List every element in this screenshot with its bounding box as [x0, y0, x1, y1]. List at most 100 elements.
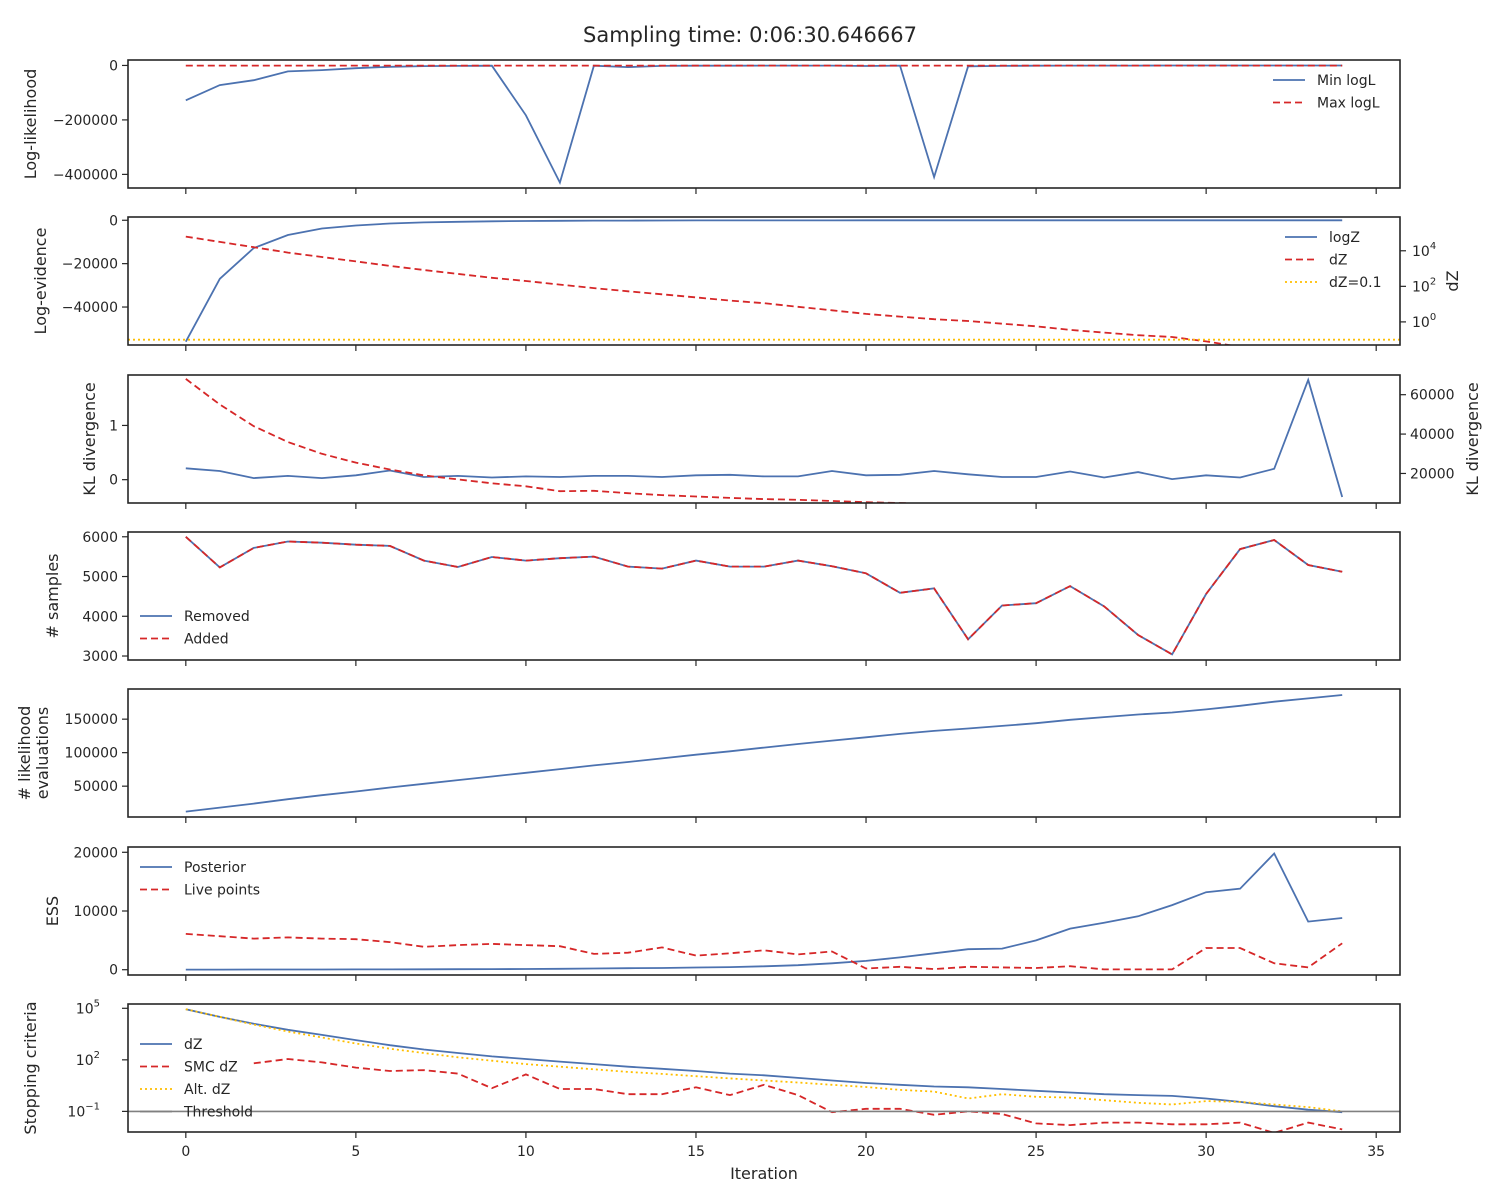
legend: Posterior Live points	[140, 860, 260, 899]
series-line-dz	[185, 1008, 1343, 1114]
panel-3: 0 1 60000 40000 20000 KL divergence KL diverge…	[80, 374, 1482, 509]
panel-4: 6000 5000 4000 3000 # samples Removed Added	[43, 530, 1401, 666]
legend: dZ SMC dZ Alt. dZ Threshold	[140, 1037, 253, 1121]
legend-label: Threshold	[183, 1105, 253, 1121]
series-line-smc-dz	[253, 1058, 1343, 1132]
series-group	[128, 1008, 1400, 1132]
series-group	[185, 694, 1343, 813]
panel-frame	[127, 1003, 1401, 1133]
y-axis-label: Stopping criteria	[21, 1001, 40, 1134]
legend-label: Added	[184, 632, 229, 648]
y-axis-label: ESS	[43, 896, 62, 926]
y-tick-label: 0	[109, 58, 118, 74]
y-tick-label: 4000	[82, 609, 118, 625]
series-line-logz	[185, 219, 1343, 343]
y-tick-label: −20000	[62, 257, 118, 273]
y-axis-label: Log-likelihood	[21, 69, 40, 180]
panel-6: 20000 10000 0 ESS Posterior Live points	[43, 845, 1401, 981]
y-tick-label: 10−1	[67, 1101, 100, 1120]
legend-label: Removed	[184, 609, 250, 625]
y-axis-label-line2: evaluations	[33, 707, 52, 800]
panel-frame	[127, 374, 1401, 504]
x-tick-label: 25	[1027, 1144, 1045, 1160]
y-tick-label: 150000	[65, 712, 118, 728]
series-line-live-points	[185, 933, 1343, 971]
y-tick-label: −400000	[53, 167, 118, 183]
x-axis-label: Iteration	[730, 1164, 798, 1183]
y-tick-label: 102	[76, 1050, 100, 1069]
series-line-alt-dz	[185, 1008, 1343, 1113]
series-line-removed	[185, 536, 1343, 656]
legend-label: dZ	[1329, 253, 1347, 269]
y-axis-label: KL divergence	[80, 382, 99, 495]
x-tick-label: 20	[857, 1144, 875, 1160]
y-tick-label: 10000	[73, 904, 118, 920]
panel-5: 150000 100000 50000 # likelihood evaluations	[15, 688, 1401, 823]
x-tick-label: 35	[1367, 1144, 1385, 1160]
y-right-tick-label: 20000	[1410, 466, 1455, 482]
series-line-added	[185, 536, 1343, 656]
panel-frame	[127, 846, 1401, 976]
panel-frame	[127, 59, 1401, 189]
series-group	[128, 219, 1400, 345]
legend-label: dZ	[184, 1037, 202, 1053]
series-line-left-0	[185, 377, 1344, 498]
panel-frame	[127, 216, 1401, 346]
y-right-tick-label: 100	[1412, 312, 1436, 331]
y-tick-label: 6000	[82, 530, 118, 546]
y-tick-label: −200000	[53, 113, 118, 129]
y-axis-label: Log-evidence	[31, 228, 50, 335]
series-group	[185, 851, 1343, 971]
legend-label: Posterior	[184, 860, 246, 876]
legend-label: SMC dZ	[184, 1060, 238, 1076]
series-group	[185, 377, 1344, 503]
y-tick-label: 5000	[82, 570, 118, 586]
y-tick-label: −40000	[62, 300, 118, 316]
y-right-tick-label: 60000	[1410, 388, 1455, 404]
legend: Min logL Max logL	[1273, 73, 1380, 112]
y-tick-label: 105	[76, 998, 100, 1017]
panel-7: 0 5 10 15 20 25 30 35 105 102 10−1 Stopping criteri…	[21, 998, 1401, 1160]
legend-label: Min logL	[1317, 73, 1376, 89]
y-right-tick-label: 102	[1412, 276, 1436, 295]
legend-label: Alt. dZ	[184, 1082, 230, 1098]
y-right-tick-label: 104	[1412, 241, 1436, 260]
legend-label: dZ=0.1	[1329, 275, 1381, 291]
series-line-main-0	[185, 694, 1343, 813]
y-right-tick-label: 40000	[1410, 427, 1455, 443]
legend: Removed Added	[140, 609, 250, 648]
panel-1: 0 −200000 −400000 Log-likelihood Min logL Max…	[21, 58, 1401, 194]
legend-label: Live points	[184, 883, 260, 899]
y-right-axis-label: dZ	[1443, 270, 1462, 291]
y-tick-label: 0	[109, 963, 118, 979]
panel-frame	[127, 531, 1401, 661]
series-group	[185, 536, 1343, 656]
series-line-min-logl	[185, 64, 1343, 186]
series-line-posterior	[185, 851, 1343, 971]
y-tick-label: 0	[109, 473, 118, 489]
y-right-axis-label: KL divergence	[1463, 382, 1482, 495]
figure-title: Sampling time: 0:06:30.646667	[583, 23, 917, 47]
series-group	[185, 64, 1343, 186]
x-tick-label: 15	[687, 1144, 705, 1160]
legend-label: Max logL	[1317, 96, 1380, 112]
x-tick-label: 5	[351, 1144, 360, 1160]
x-tick-label: 0	[181, 1144, 190, 1160]
legend-label: logZ	[1329, 230, 1360, 246]
y-tick-label: 3000	[82, 649, 118, 665]
series-line-right-1	[185, 378, 926, 503]
legend: logZ dZ dZ=0.1	[1285, 230, 1381, 291]
y-tick-label: 50000	[73, 779, 118, 795]
y-tick-label: 20000	[73, 845, 118, 861]
y-axis-label: # samples	[43, 554, 62, 639]
series-line-dz	[185, 235, 1235, 345]
y-tick-label: 100000	[65, 746, 118, 762]
x-tick-label: 10	[517, 1144, 535, 1160]
y-axis-label: # likelihood	[15, 706, 34, 801]
x-tick-label: 30	[1197, 1144, 1215, 1160]
y-tick-label: 1	[109, 418, 118, 434]
y-tick-label: 0	[109, 213, 118, 229]
